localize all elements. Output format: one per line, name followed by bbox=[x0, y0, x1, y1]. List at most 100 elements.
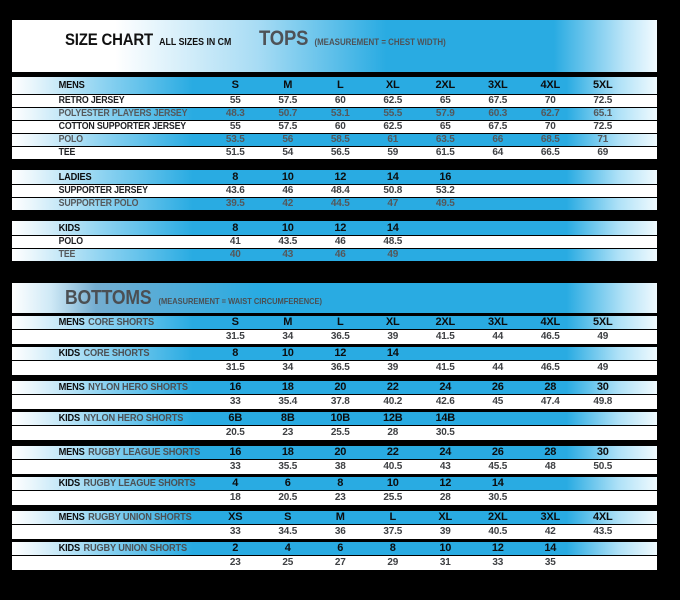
value-cell: 45.5 bbox=[488, 461, 508, 472]
table-row: POLO 41 43.5 46 48.5 bbox=[12, 236, 657, 249]
value-cell: 30.5 bbox=[435, 427, 455, 438]
size-table: LADIES 8 10 12 14 16 SUPPORTER JERSEY 43.6 46 48.… bbox=[12, 170, 657, 211]
value-cell: 31.5 bbox=[225, 362, 245, 373]
value-cell: 50.5 bbox=[593, 461, 613, 472]
table-header-row: MENS RUGBY LEAGUE SHORTS 16 18 20 22 24 26 28 30 bbox=[12, 446, 657, 460]
value-cell: 59 bbox=[387, 147, 399, 158]
value-cell: 28 bbox=[387, 427, 399, 438]
value-cell: 61.5 bbox=[435, 147, 455, 158]
size-cell: 4XL bbox=[592, 511, 613, 523]
size-table-group: MENS RUGBY UNION SHORTS XS S M L XL 2XL 3XL 4XL 33… bbox=[0, 511, 680, 571]
value-cell: 46 bbox=[334, 249, 346, 260]
row-label-sub: RUGBY UNION SHORTS bbox=[83, 542, 188, 555]
tops-heading-line: TOPS (MEASUREMENT = CHEST WIDTH) bbox=[259, 27, 446, 51]
size-table-group: MENS RUGBY LEAGUE SHORTS 16 18 20 22 24 26 28 30 3… bbox=[0, 446, 680, 506]
row-label: MENS CORE SHORTS bbox=[12, 317, 185, 328]
value-cell: 44 bbox=[492, 331, 504, 342]
size-cell: 16 bbox=[439, 170, 452, 183]
value-cell: 37.5 bbox=[383, 526, 403, 537]
size-cell: 12 bbox=[491, 542, 504, 554]
value-cell: 25.5 bbox=[383, 492, 403, 503]
value-cell: 44 bbox=[492, 362, 504, 373]
title-line: SIZE CHART ALL SIZES IN CM bbox=[65, 30, 231, 50]
size-cell: 8B bbox=[280, 412, 295, 424]
value-cell: 53.1 bbox=[330, 108, 350, 119]
size-cell: 20 bbox=[334, 446, 347, 458]
size-cell: 14 bbox=[386, 221, 399, 234]
size-cell: 22 bbox=[386, 446, 399, 458]
value-cell: 66 bbox=[492, 134, 504, 145]
value-cell: 61 bbox=[387, 134, 399, 145]
table-header-row: MENS CORE SHORTS S M L XL 2XL 3XL 4XL 5XL bbox=[12, 316, 657, 330]
table-row: 20.5 23 25.5 28 30.5 bbox=[12, 426, 657, 441]
value-cell: 18 bbox=[229, 492, 241, 503]
size-cell: 12B bbox=[382, 412, 403, 424]
size-cell: XS bbox=[228, 511, 243, 523]
value-cell: 48 bbox=[544, 461, 556, 472]
table-row: TEE 51.5 54 56.5 59 61.5 64 66.5 69 bbox=[12, 147, 657, 160]
value-cell: 43.5 bbox=[278, 236, 298, 247]
row-label-main: MENS bbox=[58, 79, 85, 92]
row-label-main: KIDS bbox=[58, 347, 81, 360]
value-cell: 49 bbox=[387, 249, 399, 260]
value-cell: 31 bbox=[439, 557, 451, 568]
row-label: MENS bbox=[12, 80, 185, 91]
size-table: MENS CORE SHORTS S M L XL 2XL 3XL 4XL 5XL 31.5 34 36… bbox=[12, 316, 657, 345]
value-cell: 57.5 bbox=[278, 121, 298, 132]
row-label: TEE bbox=[58, 147, 76, 158]
value-cell: 28 bbox=[439, 492, 451, 503]
row-label: MENS RUGBY UNION SHORTS bbox=[12, 511, 192, 524]
value-cell: 47.4 bbox=[540, 396, 560, 407]
value-cell: 71 bbox=[597, 134, 609, 145]
value-cell: 23 bbox=[282, 427, 294, 438]
size-cell: 22 bbox=[386, 381, 399, 393]
value-cell: 53.5 bbox=[225, 134, 245, 145]
size-cell: XL bbox=[385, 79, 400, 91]
size-cell: 4 bbox=[232, 477, 239, 489]
value-cell: 65 bbox=[439, 121, 451, 132]
size-cell: M bbox=[335, 511, 345, 523]
tops-note: (MEASUREMENT = CHEST WIDTH) bbox=[313, 37, 446, 47]
value-cell: 60.3 bbox=[488, 108, 508, 119]
row-label-main: MENS bbox=[58, 511, 85, 524]
value-cell: 72.5 bbox=[593, 95, 613, 106]
row-label-sub: NYLON HERO SHORTS bbox=[83, 412, 184, 425]
table-header-row: KIDS 8 10 12 14 bbox=[12, 221, 657, 236]
size-cell: 5XL bbox=[592, 316, 613, 328]
size-cell: 14B bbox=[435, 412, 456, 424]
size-cell: 14 bbox=[386, 170, 399, 183]
value-cell: 36.5 bbox=[330, 362, 350, 373]
value-cell: 51.5 bbox=[225, 147, 245, 158]
value-cell: 50.8 bbox=[383, 185, 403, 196]
row-label: POLO bbox=[58, 134, 83, 145]
size-cell: 10 bbox=[281, 347, 294, 359]
size-cell: 12 bbox=[439, 477, 452, 489]
table-row: COTTON SUPPORTER JERSEY 55 57.5 60 62.5 65 67.… bbox=[12, 121, 657, 134]
size-table: KIDS 8 10 12 14 POLO 41 43.5 46 48.5 TEE 40 43 46 49 bbox=[12, 221, 657, 262]
size-table: MENS RUGBY LEAGUE SHORTS 16 18 20 22 24 26 28 30 3… bbox=[12, 446, 657, 475]
size-cell: M bbox=[283, 79, 293, 91]
value-cell: 62.5 bbox=[383, 121, 403, 132]
size-cell: 12 bbox=[334, 221, 347, 234]
size-cell: 12 bbox=[334, 170, 347, 183]
value-cell: 38 bbox=[334, 461, 346, 472]
value-cell: 70 bbox=[544, 95, 556, 106]
value-cell: 33 bbox=[492, 557, 504, 568]
value-cell: 31.5 bbox=[225, 331, 245, 342]
size-cell: 26 bbox=[491, 381, 504, 393]
size-cell: 10B bbox=[330, 412, 351, 424]
value-cell: 72.5 bbox=[593, 121, 613, 132]
row-label-main: KIDS bbox=[58, 221, 81, 234]
row-label-main: KIDS bbox=[58, 477, 81, 490]
table-header-row: MENS RUGBY UNION SHORTS XS S M L XL 2XL 3XL 4XL bbox=[12, 511, 657, 525]
size-cell: 14 bbox=[386, 347, 399, 359]
value-cell: 48.3 bbox=[225, 108, 245, 119]
row-label: POLYESTER PLAYERS JERSEY bbox=[58, 108, 188, 119]
value-cell: 49 bbox=[597, 362, 609, 373]
size-cell: 14 bbox=[544, 542, 557, 554]
value-cell: 30.5 bbox=[488, 492, 508, 503]
value-cell: 36.5 bbox=[330, 331, 350, 342]
table-row: 33 35.5 38 40.5 43 45.5 48 50.5 bbox=[12, 460, 657, 475]
size-cell: 6B bbox=[228, 412, 243, 424]
row-label: KIDS bbox=[12, 223, 185, 234]
